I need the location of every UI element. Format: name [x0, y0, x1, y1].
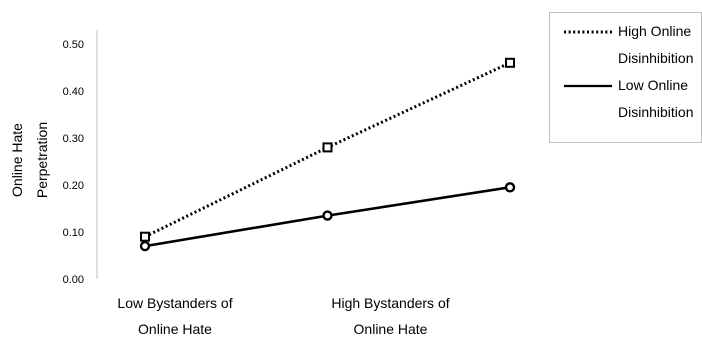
x-axis-labels: Low Bystanders of Online Hate High Bystand… [117, 295, 449, 337]
y-axis-title: Online Hate Perpetration [9, 122, 50, 198]
series-low-online-disinhibition [139, 182, 516, 252]
x-category-label: Online Hate [354, 321, 428, 337]
x-category-label: Low Bystanders of [117, 295, 232, 311]
legend: High Online Disinhibition Low Online Disinh… [549, 12, 702, 143]
x-category-label: High Bystanders of [331, 295, 449, 311]
x-category-label: Online Hate [138, 321, 212, 337]
legend-label: Low Online [618, 77, 688, 93]
y-axis-title-line: Online Hate [9, 123, 25, 197]
data-point-square [505, 57, 515, 68]
data-point-square [322, 142, 333, 153]
y-tick-label: 0.50 [63, 39, 84, 51]
legend-label: High Online [618, 23, 691, 39]
data-point-circle [504, 182, 516, 193]
data-point-circle [139, 240, 151, 252]
y-axis-title-line: Perpetration [34, 122, 50, 198]
y-axis: 0.00 0.10 0.20 0.30 0.40 0.50 [63, 30, 98, 286]
legend-label: Disinhibition [618, 50, 693, 66]
series-high-online-disinhibition [140, 57, 515, 242]
y-tick-label: 0.10 [63, 227, 84, 239]
data-point-square [140, 231, 150, 242]
y-tick-label: 0.30 [63, 133, 84, 145]
y-tick-label: 0.40 [63, 86, 84, 98]
legend-label: Disinhibition [618, 104, 693, 120]
data-point-circle [322, 210, 333, 221]
y-tick-label: 0.20 [63, 180, 84, 192]
series-group [139, 57, 516, 252]
y-tick-label: 0.00 [63, 274, 84, 286]
